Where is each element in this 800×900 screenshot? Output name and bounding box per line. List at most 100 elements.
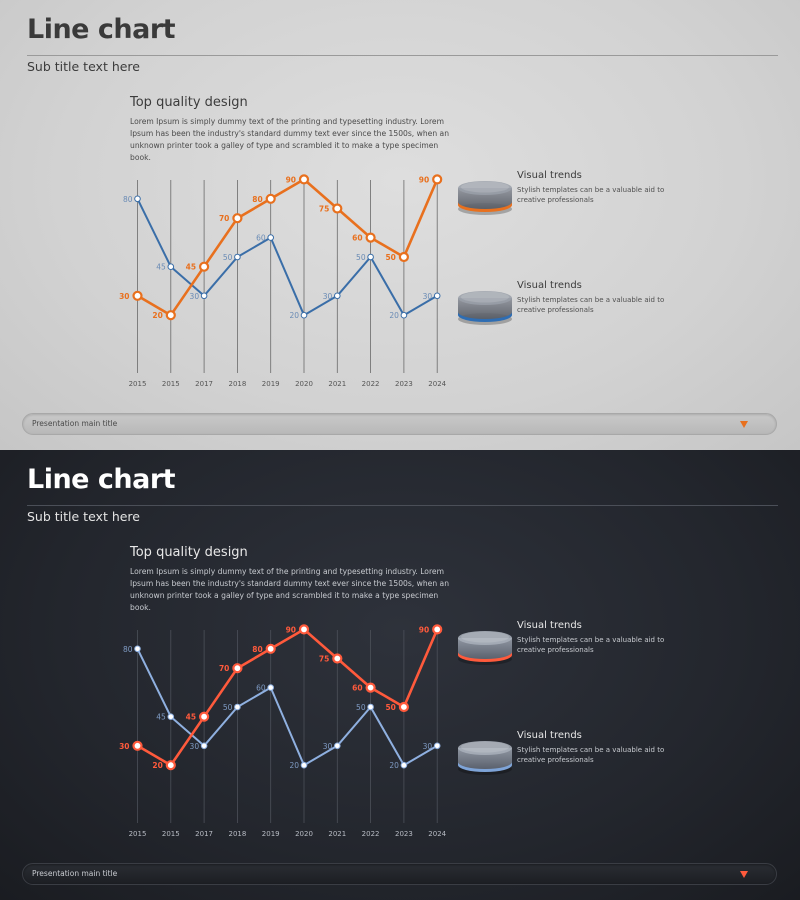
series-b-point — [234, 703, 241, 711]
series-b-data-label: 50 — [356, 253, 366, 262]
series-a-point — [265, 193, 276, 204]
legend-puck-icon — [458, 291, 512, 325]
series-a-data-label: 75 — [319, 205, 329, 214]
legend-title: Visual trends — [517, 170, 582, 181]
series-b-point — [400, 761, 408, 769]
legend-puck-icon — [458, 741, 512, 775]
legend-description: Stylish templates can be a valuable aid … — [517, 186, 665, 204]
series-a-data-label: 20 — [152, 761, 162, 770]
x-tick-label: 2018 — [228, 830, 246, 838]
series-b-point — [134, 195, 141, 203]
x-tick-label: 2023 — [395, 380, 413, 388]
legend-item-1: Visual trends Stylish templates can be a… — [455, 170, 685, 222]
series-b-data-label: 30 — [190, 742, 200, 751]
legend-title: Visual trends — [517, 620, 582, 631]
series-b-data-label: 50 — [223, 253, 233, 262]
legend-description: Stylish templates can be a valuable aid … — [517, 296, 665, 314]
legend-title: Visual trends — [517, 280, 582, 291]
x-tick-label: 2018 — [228, 380, 246, 388]
series-a-data-label: 70 — [219, 664, 229, 673]
legend-title: Visual trends — [517, 730, 582, 741]
series-a-point — [232, 663, 243, 674]
series-b-point — [300, 761, 308, 769]
section-body-text: Lorem Ipsum is simply dummy text of the … — [130, 567, 450, 612]
page-subtitle: Sub title text here — [27, 509, 140, 524]
series-b-data-label: 20 — [289, 311, 299, 320]
series-b-point — [267, 234, 275, 241]
series-a-point — [165, 760, 176, 771]
series-b-point — [367, 253, 374, 261]
footer-dropdown[interactable]: Presentation main title — [22, 413, 777, 435]
series-b-data-label: 30 — [323, 742, 333, 751]
series-a-point — [398, 251, 409, 263]
series-b-point — [134, 645, 141, 653]
series-a-data-label: 30 — [119, 292, 129, 301]
slide-light: Line chart Sub title text here Top quali… — [0, 0, 800, 450]
series-b-data-label: 50 — [356, 703, 366, 712]
legend-description: Stylish templates can be a valuable aid … — [517, 746, 665, 764]
x-tick-label: 2019 — [262, 830, 280, 838]
series-b-point — [167, 263, 175, 271]
series-a-point — [432, 174, 443, 185]
series-a-point — [398, 701, 409, 713]
legend-item-1: Visual trends Stylish templates can be a… — [455, 620, 685, 672]
legend-description: Stylish templates can be a valuable aid … — [517, 636, 665, 654]
line-chart: 2015 2015 2017 2018 2019 2020 2021 2022 2023 2024… — [119, 624, 447, 838]
series-b-point — [234, 253, 241, 261]
series-a-point — [132, 290, 143, 301]
x-tick-label: 2017 — [195, 380, 213, 388]
series-b-data-label: 45 — [156, 713, 166, 722]
series-a-point — [332, 653, 343, 664]
series-line-b — [136, 198, 438, 317]
series-a-data-label: 90 — [419, 175, 429, 184]
x-tick-label: 2015 — [162, 830, 180, 838]
legend-item-2: Visual trends Stylish templates can be a… — [455, 730, 685, 782]
x-tick-label: 2019 — [262, 380, 280, 388]
page-subtitle: Sub title text here — [27, 59, 140, 74]
series-a-data-label: 60 — [352, 234, 362, 243]
series-b-data-label: 45 — [156, 263, 166, 272]
series-a-data-label: 90 — [419, 625, 429, 634]
series-a-point — [332, 203, 343, 214]
series-b-point — [433, 292, 441, 300]
series-b-point — [400, 311, 408, 319]
series-b-point — [267, 684, 275, 691]
series-a-data-label: 45 — [186, 713, 196, 722]
series-a-point — [199, 261, 210, 272]
series-b-data-label: 30 — [423, 742, 433, 751]
section-body-text: Lorem Ipsum is simply dummy text of the … — [130, 117, 450, 162]
legend-puck-icon — [458, 181, 512, 215]
x-tick-label: 2022 — [362, 380, 380, 388]
x-tick-label: 2020 — [295, 830, 313, 838]
title-divider — [27, 505, 778, 506]
series-b-data-label: 50 — [223, 703, 233, 712]
series-a-point — [199, 711, 210, 722]
series-a-data-label: 90 — [286, 175, 296, 184]
series-line-b — [136, 648, 438, 767]
series-a-data-label: 90 — [286, 625, 296, 634]
title-divider — [27, 55, 778, 56]
caret-down-icon[interactable] — [740, 871, 748, 878]
series-a-data-label: 60 — [352, 684, 362, 693]
series-a-point — [365, 232, 376, 243]
caret-down-icon[interactable] — [740, 421, 748, 428]
series-b-data-label: 30 — [323, 292, 333, 301]
series-a-point — [265, 643, 276, 654]
series-a-point — [432, 624, 443, 635]
series-b-data-label: 80 — [123, 195, 133, 204]
series-b-data-label: 30 — [190, 292, 200, 301]
series-a-data-label: 80 — [252, 195, 262, 204]
series-b-point — [200, 292, 208, 300]
series-b-data-label: 30 — [423, 292, 433, 301]
x-tick-label: 2024 — [428, 380, 446, 388]
series-b-point — [433, 742, 441, 750]
series-a-point — [232, 213, 243, 224]
series-a-data-label: 45 — [186, 263, 196, 272]
series-a-point — [365, 682, 376, 693]
series-a-point — [298, 174, 310, 185]
series-a-data-label: 30 — [119, 742, 129, 751]
x-tick-label: 2023 — [395, 830, 413, 838]
series-b-point — [200, 742, 208, 750]
x-tick-label: 2021 — [328, 830, 346, 838]
footer-dropdown[interactable]: Presentation main title — [22, 863, 777, 885]
